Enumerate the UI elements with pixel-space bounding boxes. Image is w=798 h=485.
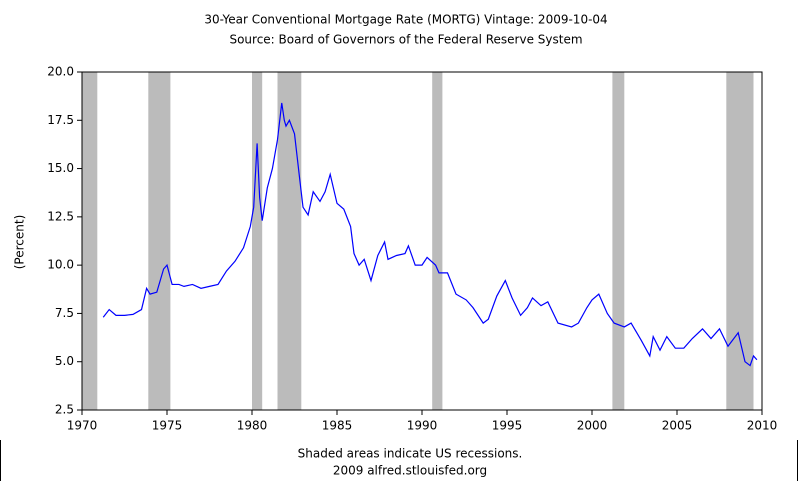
- x-tick-label: 1995: [492, 419, 523, 433]
- y-tick-label: 7.5: [55, 306, 74, 320]
- recession-band: [432, 72, 443, 410]
- y-tick-label: 2.5: [55, 403, 74, 417]
- x-tick-label: 1970: [67, 419, 98, 433]
- recession-band: [612, 72, 625, 410]
- footer-source: 2009 alfred.stlouisfed.org: [333, 464, 487, 478]
- recession-band: [148, 72, 171, 410]
- recession-band: [277, 72, 302, 410]
- y-tick-label: 5.0: [55, 354, 74, 368]
- recession-band: [82, 72, 98, 410]
- recession-band: [252, 72, 263, 410]
- recession-band: [726, 72, 754, 410]
- chart-title: 30-Year Conventional Mortgage Rate (MORT…: [204, 13, 607, 27]
- x-tick-label: 1975: [152, 419, 183, 433]
- y-tick-label: 10.0: [47, 258, 74, 272]
- y-tick-label: 17.5: [47, 113, 74, 127]
- y-tick-label: 20.0: [47, 65, 74, 79]
- y-axis-label: (Percent): [13, 215, 27, 270]
- chart-subtitle: Source: Board of Governors of the Federa…: [229, 33, 582, 47]
- x-tick-label: 1980: [237, 419, 268, 433]
- x-tick-label: 2000: [577, 419, 608, 433]
- plot-frame: [81, 71, 763, 411]
- x-tick-label: 1990: [407, 419, 438, 433]
- footer-note: Shaded areas indicate US recessions.: [298, 447, 523, 461]
- y-tick-label: 15.0: [47, 161, 74, 175]
- series-line: [102, 102, 758, 367]
- x-tick-label: 1985: [322, 419, 353, 433]
- x-tick-label: 2010: [747, 419, 778, 433]
- y-tick-label: 12.5: [47, 209, 74, 223]
- x-tick-label: 2005: [662, 419, 693, 433]
